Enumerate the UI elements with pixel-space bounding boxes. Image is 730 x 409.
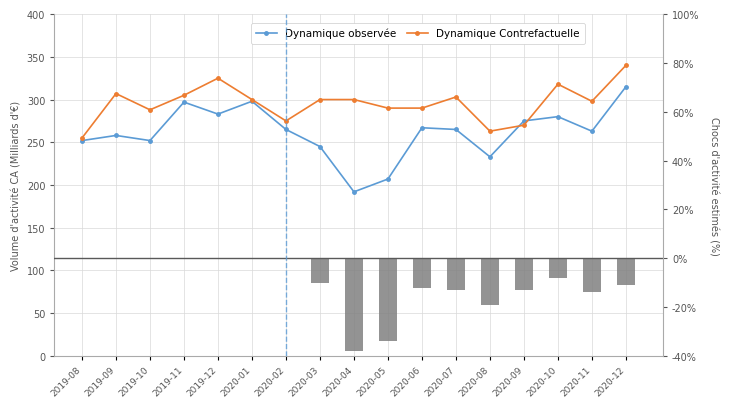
Legend: Dynamique observée, Dynamique Contrefactuelle: Dynamique observée, Dynamique Contrefact…: [251, 24, 585, 45]
Bar: [548, 258, 567, 278]
Dynamique Contrefactuelle: [315, 98, 324, 103]
Dynamique observée: [247, 99, 256, 104]
Dynamique Contrefactuelle: [282, 119, 291, 124]
Bar: [412, 258, 431, 288]
Dynamique Contrefactuelle: [485, 129, 494, 134]
Dynamique Contrefactuelle: [180, 94, 188, 99]
Line: Dynamique Contrefactuelle: Dynamique Contrefactuelle: [80, 65, 628, 140]
Dynamique observée: [112, 134, 120, 139]
Bar: [617, 258, 635, 285]
Dynamique Contrefactuelle: [383, 106, 392, 111]
Dynamique Contrefactuelle: [145, 108, 154, 113]
Dynamique Contrefactuelle: [214, 76, 223, 81]
Dynamique observée: [485, 155, 494, 160]
Dynamique Contrefactuelle: [350, 98, 358, 103]
Dynamique Contrefactuelle: [112, 92, 120, 97]
Bar: [480, 258, 499, 305]
Dynamique Contrefactuelle: [588, 99, 596, 104]
Dynamique observée: [553, 115, 562, 120]
Dynamique observée: [214, 112, 223, 117]
Dynamique Contrefactuelle: [520, 124, 529, 128]
Dynamique observée: [588, 129, 596, 134]
Dynamique observée: [145, 139, 154, 144]
Dynamique Contrefactuelle: [452, 95, 461, 100]
Dynamique observée: [621, 85, 630, 90]
Dynamique observée: [180, 101, 188, 106]
Dynamique Contrefactuelle: [621, 64, 630, 69]
Bar: [515, 258, 534, 290]
Bar: [310, 258, 329, 283]
Bar: [447, 258, 465, 290]
Dynamique observée: [520, 119, 529, 124]
Dynamique observée: [315, 145, 324, 150]
Bar: [583, 258, 602, 293]
Dynamique Contrefactuelle: [418, 106, 426, 111]
Dynamique Contrefactuelle: [247, 98, 256, 103]
Dynamique observée: [350, 190, 358, 195]
Bar: [379, 258, 397, 342]
Dynamique Contrefactuelle: [553, 83, 562, 88]
Dynamique observée: [452, 128, 461, 133]
Line: Dynamique observée: Dynamique observée: [80, 86, 628, 194]
Y-axis label: Volume d'activité CA (Milliards d'€): Volume d'activité CA (Milliards d'€): [11, 101, 21, 270]
Dynamique observée: [77, 139, 86, 144]
Dynamique observée: [383, 177, 392, 182]
Dynamique Contrefactuelle: [77, 136, 86, 141]
Dynamique observée: [418, 126, 426, 131]
Y-axis label: Chocs d'activité estimés (%): Chocs d'activité estimés (%): [709, 116, 719, 255]
Bar: [345, 258, 364, 351]
Dynamique observée: [282, 128, 291, 133]
